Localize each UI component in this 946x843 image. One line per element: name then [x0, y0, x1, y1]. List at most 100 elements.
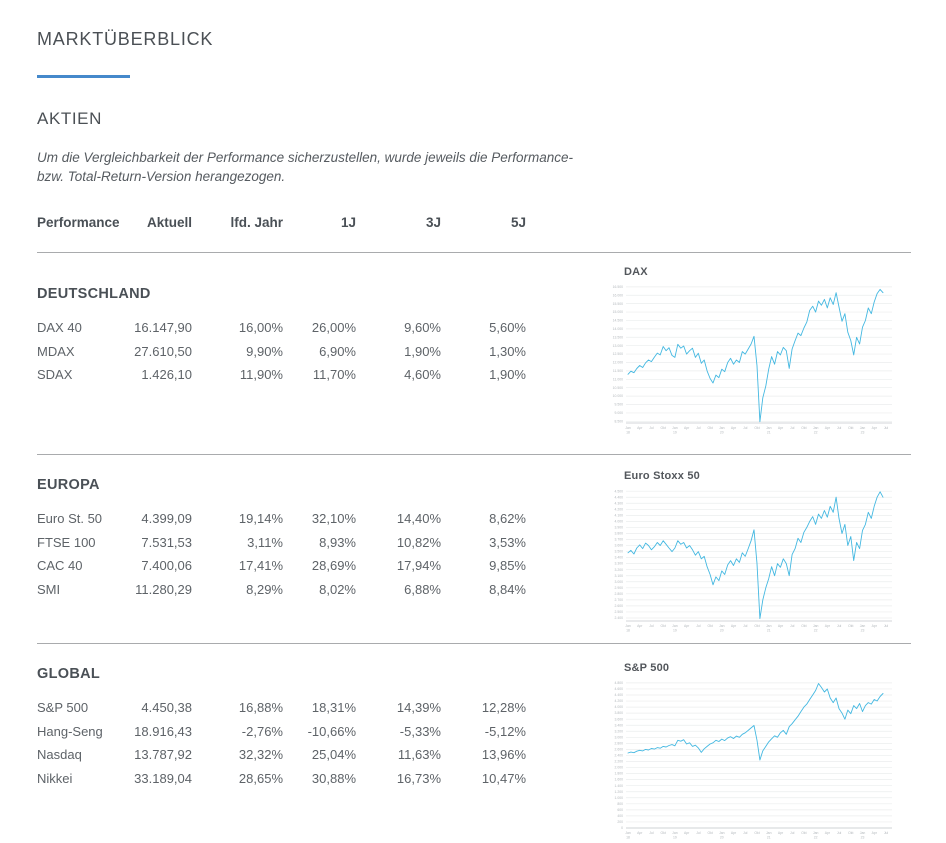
- index-name: S&P 500: [37, 700, 89, 715]
- x-tick-label: Jan: [719, 831, 725, 835]
- x-tick-label: Jan: [860, 426, 866, 430]
- value-cell: 1,30%: [489, 343, 526, 359]
- value-cell: 10,82%: [396, 534, 441, 550]
- column-header-5j: 5J: [510, 215, 526, 230]
- y-tick-label: 15.000: [613, 310, 623, 314]
- x-tick-label: Apr: [872, 426, 878, 430]
- index-name: MDAX: [37, 343, 75, 359]
- y-tick-label: 4.800: [615, 681, 624, 685]
- table-row: SDAX 1.426,10 11,90% 11,70% 4,60% 1,90%: [0, 363, 946, 387]
- value-cell: 7.531,53: [141, 534, 192, 550]
- x-tick-label: Jul: [649, 426, 654, 430]
- value-cell: -10,66%: [307, 723, 356, 739]
- value-cell: 3,11%: [247, 534, 283, 550]
- x-tick-label: Apr: [778, 831, 784, 835]
- value-cell: 16,00%: [238, 320, 283, 335]
- value-cell: 6,88%: [404, 582, 441, 598]
- y-tick-label: 4.200: [615, 699, 624, 703]
- value-cell: 11,70%: [312, 367, 356, 383]
- y-tick-label: 15.500: [613, 302, 623, 306]
- group-rows: DAX 40 16.147,90 16,00% 26,00% 9,60% 5,60% MDA…: [0, 316, 946, 387]
- y-tick-label: 13.000: [613, 344, 623, 348]
- y-tick-label: 3.900: [615, 526, 624, 530]
- index-name: Nasdaq: [37, 747, 82, 763]
- x-tick-label: Jan: [672, 426, 678, 430]
- x-tick-year-label: 19: [673, 836, 677, 840]
- y-tick-label: 2.800: [615, 592, 624, 596]
- column-header-3j: 3J: [425, 215, 441, 230]
- x-tick-year-label: 21: [767, 629, 771, 633]
- column-header-1j: 1J: [340, 215, 356, 230]
- x-tick-year-label: 23: [861, 836, 865, 840]
- x-tick-label: Jul: [837, 831, 842, 835]
- x-tick-label: Apr: [684, 624, 690, 628]
- x-tick-label: Apr: [825, 426, 831, 430]
- table-row: Nasdaq 13.787,92 32,32% 25,04% 11,63% 13,96%: [0, 743, 946, 767]
- x-tick-label: Jul: [790, 831, 795, 835]
- group-title-deutschland: DEUTSCHLAND: [37, 286, 151, 302]
- x-tick-label: Apr: [684, 831, 690, 835]
- y-tick-label: 2.500: [615, 610, 624, 614]
- index-series-line: [627, 683, 884, 761]
- value-cell: 11,63%: [397, 747, 441, 763]
- x-tick-label: Apr: [778, 426, 784, 430]
- x-tick-label: Jan: [672, 624, 678, 628]
- y-tick-label: 12.500: [613, 352, 623, 356]
- value-cell: 18,31%: [311, 700, 356, 715]
- table-row: SMI 11.280,29 8,29% 8,02% 6,88% 8,84%: [0, 578, 946, 602]
- y-tick-label: 1.000: [615, 796, 624, 800]
- y-tick-label: 13.500: [613, 335, 623, 339]
- y-tick-label: 1.200: [615, 790, 624, 794]
- value-cell: 30,88%: [311, 771, 356, 787]
- table-row: Hang-Seng 18.916,43 -2,76% -10,66% -5,33% -5,…: [0, 720, 946, 744]
- value-cell: 12,28%: [481, 700, 526, 715]
- chart-title-sp-500: S&P 500: [624, 662, 670, 674]
- index-name: DAX 40: [37, 320, 82, 335]
- index-series-line: [627, 491, 884, 620]
- value-cell: 9,85%: [489, 558, 526, 574]
- x-tick-year-label: 20: [720, 431, 724, 435]
- y-tick-label: 200: [617, 820, 623, 824]
- value-cell: 14,40%: [396, 511, 441, 526]
- x-tick-year-label: 19: [673, 431, 677, 435]
- y-tick-label: 2.600: [615, 604, 624, 608]
- y-tick-label: 3.000: [615, 580, 624, 584]
- value-cell: 32,10%: [311, 511, 356, 526]
- x-tick-label: Jan: [625, 831, 631, 835]
- y-tick-label: 14.500: [613, 319, 623, 323]
- section-deutschland: DEUTSCHLAND DAX 40 16.147,90 16,00% 26,00% 9…: [0, 286, 946, 387]
- x-tick-label: Apr: [825, 831, 831, 835]
- value-cell: 5,60%: [489, 320, 526, 335]
- y-tick-label: 11.500: [613, 369, 623, 373]
- x-tick-label: Apr: [731, 426, 737, 430]
- x-tick-label: Jul: [837, 426, 842, 430]
- x-tick-label: Jul: [790, 624, 795, 628]
- x-tick-label: Okt: [801, 831, 806, 835]
- index-name: SMI: [37, 582, 61, 598]
- x-tick-year-label: 20: [720, 836, 724, 840]
- x-tick-label: Jul: [884, 426, 889, 430]
- x-tick-year-label: 23: [861, 431, 865, 435]
- value-cell: 17,41%: [238, 558, 283, 574]
- x-tick-year-label: 22: [814, 629, 818, 633]
- y-tick-label: 2.400: [615, 754, 624, 758]
- value-cell: 7.400,06: [141, 558, 192, 574]
- x-tick-label: Jul: [743, 426, 748, 430]
- x-tick-label: Okt: [848, 831, 853, 835]
- value-cell: 8,62%: [489, 511, 526, 526]
- divider: [37, 252, 911, 253]
- x-tick-label: Jan: [672, 831, 678, 835]
- value-cell: 26,00%: [311, 320, 356, 335]
- x-tick-label: Jan: [766, 831, 772, 835]
- x-tick-label: Jul: [837, 624, 842, 628]
- x-tick-label: Jan: [766, 624, 772, 628]
- value-cell: -5,33%: [399, 723, 441, 739]
- value-cell: 27.610,50: [134, 343, 192, 359]
- value-cell: 32,32%: [238, 747, 283, 763]
- table-header-row: Performance Aktuell lfd. Jahr 1J 3J 5J: [0, 211, 946, 235]
- x-tick-label: Jan: [813, 831, 819, 835]
- x-tick-label: Apr: [637, 426, 643, 430]
- x-tick-label: Apr: [684, 426, 690, 430]
- index-name: SDAX: [37, 367, 73, 383]
